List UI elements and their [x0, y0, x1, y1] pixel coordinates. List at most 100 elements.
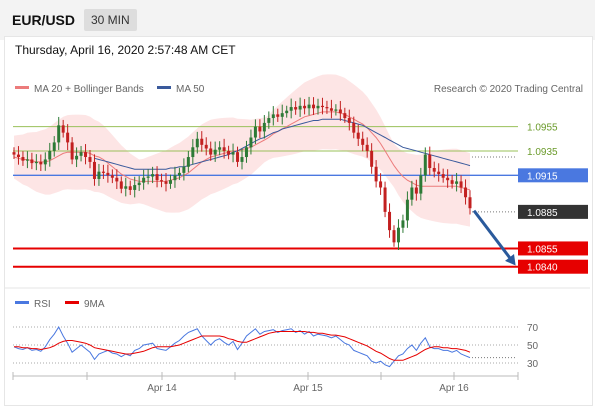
projection-arrow [472, 209, 516, 266]
candle-body [365, 144, 369, 151]
candle-body [325, 107, 329, 109]
candle-body [258, 126, 262, 132]
candle-body [419, 175, 423, 194]
candle-body [396, 227, 400, 243]
candle-body [21, 157, 25, 161]
candle-body [231, 152, 235, 155]
candle-body [200, 138, 204, 145]
candle-body [84, 152, 88, 158]
candle-body [437, 171, 441, 175]
candle-body [370, 150, 374, 167]
candle-body [70, 142, 74, 160]
candle-body [92, 161, 96, 179]
rsi-tick-label: 70 [527, 323, 539, 334]
candle-body [227, 150, 231, 155]
candle-body [186, 157, 190, 167]
candles [12, 96, 472, 250]
rsi-ma-legend-label: 9MA [84, 299, 105, 310]
candle-body [379, 181, 383, 188]
candle-body [303, 105, 307, 109]
candle-body [30, 159, 34, 164]
candle-body [455, 181, 459, 184]
support-label: 1.0840 [527, 263, 558, 274]
candle-body [204, 144, 208, 149]
candle-body [79, 152, 83, 156]
rsi-tick-label: 50 [527, 341, 539, 352]
candle-body [267, 118, 271, 123]
candle-body [43, 159, 47, 165]
candle-body [137, 182, 141, 186]
ma20-legend-label: MA 20 + Bollinger Bands [34, 84, 144, 95]
price-label: 1.0885 [527, 208, 558, 219]
candle-body [441, 174, 445, 178]
candle-body [253, 126, 257, 138]
pivot-tag [518, 168, 588, 183]
candle-body [222, 147, 226, 151]
candle-body [119, 181, 123, 189]
candle-body [39, 161, 43, 165]
candle-body [464, 187, 468, 198]
candle-body [285, 110, 289, 114]
candle-body [128, 186, 132, 190]
candle-body [271, 114, 275, 119]
candle-body [249, 137, 253, 148]
candle-body [468, 197, 472, 209]
candle-body [347, 118, 351, 123]
candle-body [352, 122, 356, 133]
candle-body [209, 148, 213, 155]
price-tag [518, 204, 588, 219]
rsi-line [13, 325, 471, 368]
time-tick-label: Apr 15 [293, 383, 323, 394]
candle-body [294, 107, 298, 110]
ma50-legend-swatch [157, 86, 171, 89]
support-tag [518, 259, 588, 274]
candle-body [280, 113, 284, 117]
candle-body [213, 149, 217, 155]
candle-body [218, 147, 222, 150]
candle-body [392, 230, 396, 243]
candle-body [191, 147, 195, 158]
candle-body [356, 132, 360, 139]
candle-body [16, 154, 20, 158]
candle-body [388, 211, 392, 231]
candle-body [316, 105, 320, 109]
candle-body [168, 180, 172, 184]
candle-body [405, 199, 409, 221]
candle-body [115, 177, 119, 182]
candle-body [155, 174, 159, 181]
symbol-label: EUR/USD [12, 12, 76, 28]
ma20-legend-swatch [15, 86, 29, 89]
rsi-ma-line [14, 331, 471, 361]
candle-body [307, 104, 311, 109]
candle-body [97, 171, 101, 179]
candle-body [276, 114, 280, 117]
candle-body [61, 125, 65, 133]
resistance-label: 1.0935 [527, 147, 558, 158]
candle-body [75, 155, 79, 160]
rsi-legend-swatch [15, 301, 29, 304]
copyright-label: Research © 2020 Trading Central [434, 84, 583, 95]
candle-body [52, 142, 56, 151]
time-axis: Apr 14 Apr 15 Apr 16 [12, 372, 519, 394]
candle-body [423, 154, 427, 176]
candle-body [446, 177, 450, 181]
candle-body [110, 175, 114, 178]
rsi-gridlines: 70 50 30 [13, 323, 539, 370]
candle-body [450, 180, 454, 184]
resistance-label: 1.0955 [527, 123, 558, 134]
candle-body [338, 109, 342, 114]
support-label: 1.0855 [527, 244, 558, 255]
candle-body [262, 122, 266, 132]
candle-body [34, 161, 38, 164]
candle-body [334, 109, 338, 111]
candle-body [182, 166, 186, 173]
candle-body [428, 154, 432, 168]
timeframe-badge[interactable]: 30 MIN [84, 9, 137, 31]
candle-body [410, 187, 414, 200]
candle-body [401, 220, 405, 228]
candle-body [151, 174, 155, 177]
candle-body [459, 181, 463, 188]
candle-body [12, 152, 16, 155]
candle-body [320, 105, 324, 108]
